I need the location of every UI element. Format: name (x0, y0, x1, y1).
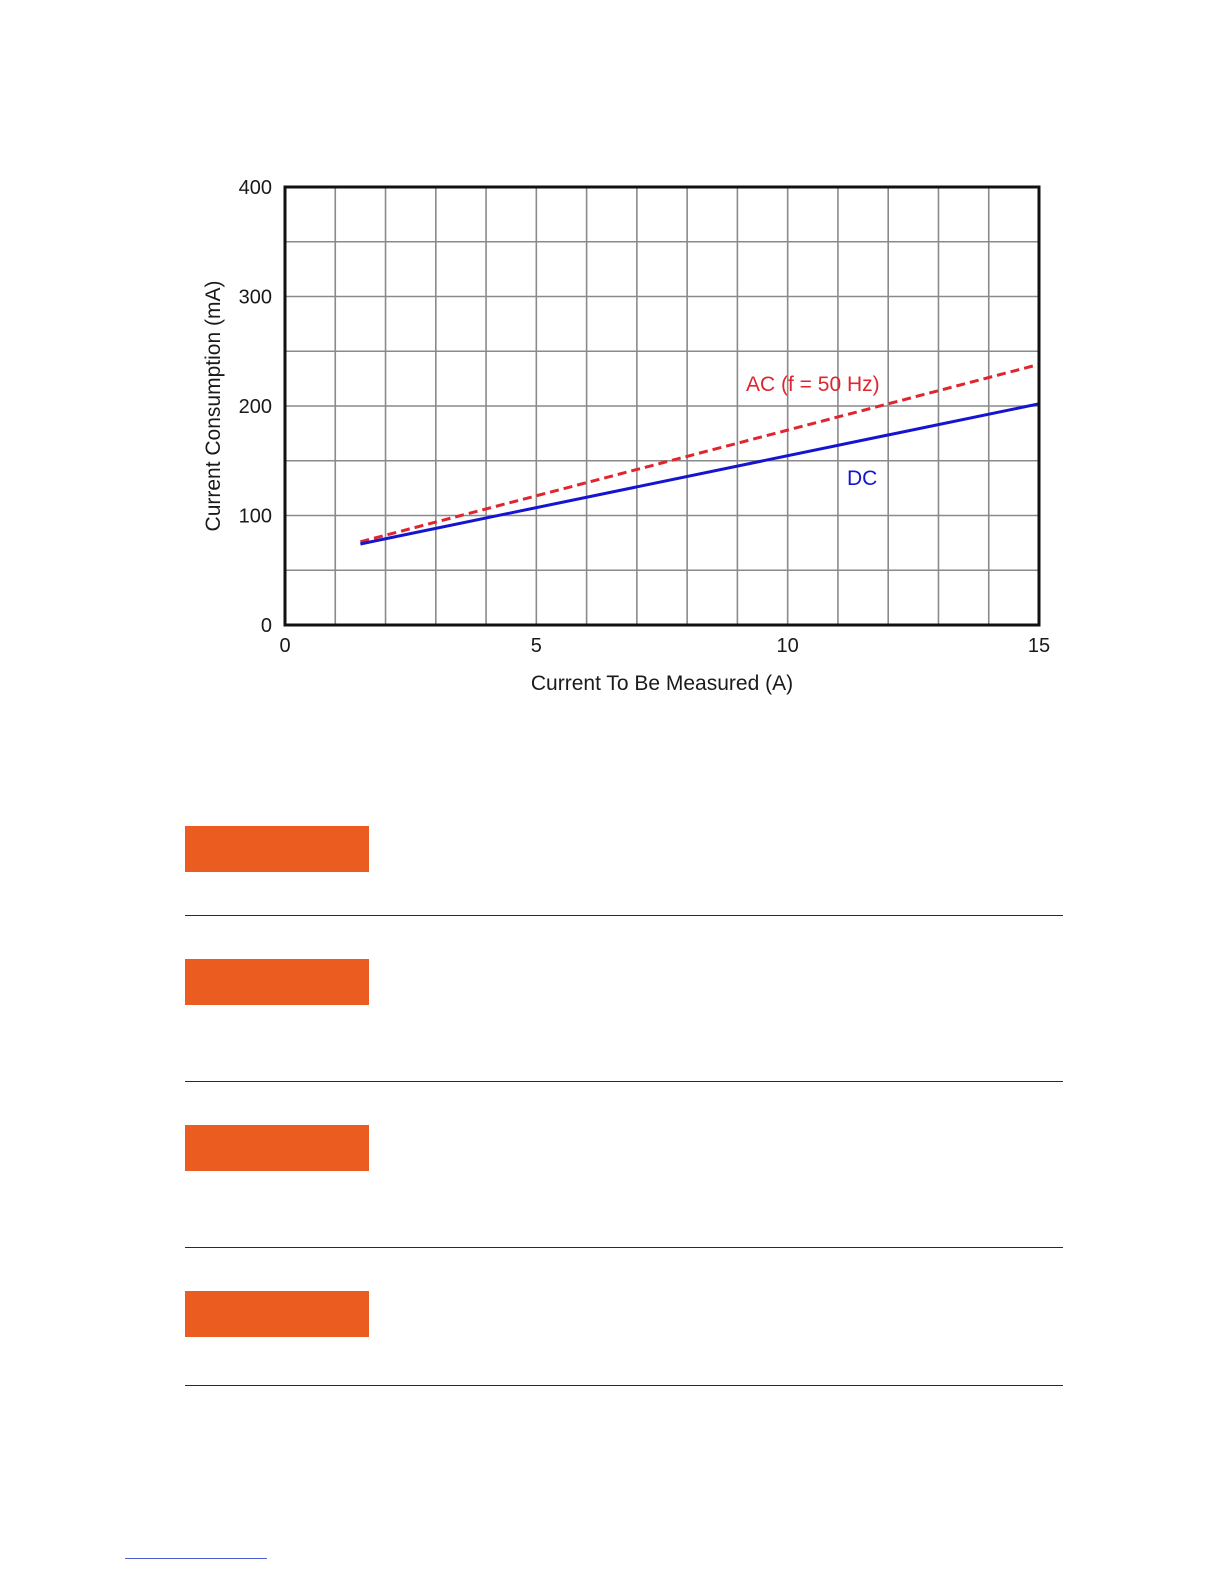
tick-labels: 0 5 10 15 0 100 200 300 400 (239, 177, 1051, 657)
note-block-1 (185, 826, 369, 872)
note-block-2 (185, 959, 369, 1005)
x-tick-label: 10 (777, 635, 799, 657)
chart-grid (285, 187, 1039, 625)
series-line-dc (360, 402, 1040, 546)
x-tick-label: 0 (279, 635, 290, 657)
series-label-ac: AC (f = 50 Hz) (746, 373, 880, 396)
note-block-3 (185, 1125, 369, 1171)
footer-link-underline (125, 1558, 267, 1559)
series-line-ac (360, 362, 1040, 544)
x-tick-label: 5 (531, 635, 542, 657)
y-axis-title: Current Consumption (mA) (202, 281, 225, 532)
note-divider-4 (185, 1385, 1063, 1386)
note-divider-1 (185, 915, 1063, 916)
y-tick-label: 100 (239, 506, 272, 528)
chart-series-layer (360, 362, 1040, 546)
x-tick-label: 15 (1028, 635, 1050, 657)
plot-frame (283, 185, 1041, 627)
series-label-dc: DC (847, 467, 877, 490)
y-tick-label: 0 (261, 615, 272, 637)
note-divider-3 (185, 1247, 1063, 1248)
note-block-4 (185, 1291, 369, 1337)
x-axis-title: Current To Be Measured (A) (531, 672, 793, 695)
chart: 0 5 10 15 0 100 200 300 400 Current To Be Measur… (202, 177, 1051, 695)
y-tick-label: 400 (239, 177, 272, 199)
y-tick-label: 200 (239, 396, 272, 418)
note-divider-2 (185, 1081, 1063, 1082)
y-tick-label: 300 (239, 287, 272, 309)
